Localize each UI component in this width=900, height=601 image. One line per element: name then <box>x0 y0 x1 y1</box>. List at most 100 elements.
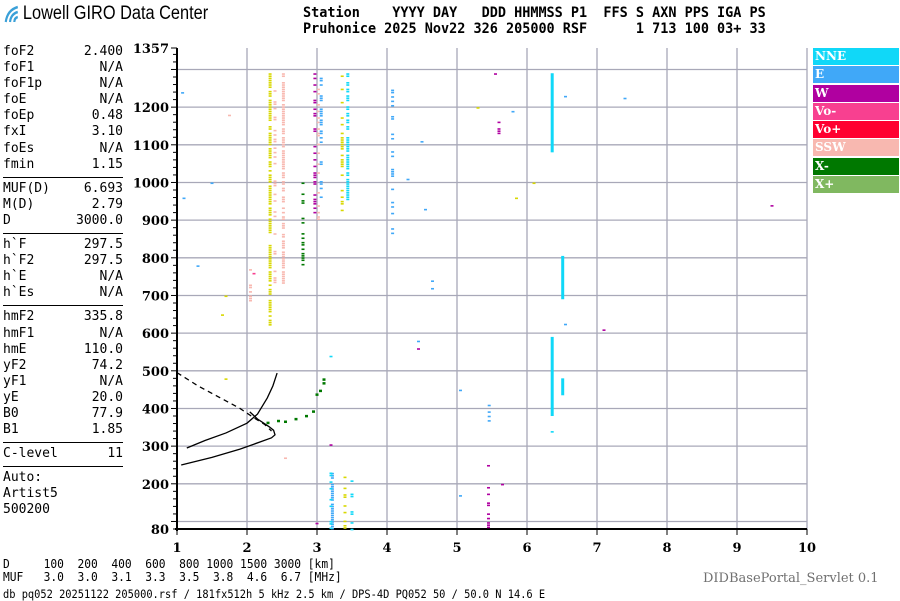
echo-point <box>313 73 317 75</box>
param-value: N/A <box>99 269 123 285</box>
echo-point <box>301 182 305 185</box>
echo-point <box>350 495 354 498</box>
echo-point <box>343 527 347 529</box>
echo-point <box>329 505 333 508</box>
echo-point <box>273 270 277 273</box>
echo-point <box>316 134 320 137</box>
param-value: 20.0 <box>91 389 123 405</box>
echo-point <box>224 295 228 298</box>
echo-point <box>301 200 305 202</box>
echo-point <box>268 170 272 172</box>
echo-point <box>313 152 317 155</box>
echo-point <box>301 202 305 204</box>
echo-point <box>391 91 395 94</box>
echo-point <box>340 132 344 135</box>
file-info: db pq052 20251122 205000.rsf / 181fx512h… <box>3 587 546 601</box>
echo-point <box>329 474 333 477</box>
echo-point <box>343 520 347 523</box>
param-value: 74.2 <box>91 357 123 373</box>
echo-point <box>497 128 501 130</box>
echo-point <box>268 93 272 95</box>
echo-point <box>316 172 320 174</box>
echo-point <box>268 227 272 229</box>
echo-point <box>273 162 277 165</box>
echo-point <box>281 251 285 254</box>
echo-point <box>313 183 317 185</box>
echo-point <box>391 155 395 158</box>
x-tick-label: 6 <box>522 541 531 556</box>
echo-point <box>346 90 350 93</box>
echo-point <box>268 154 272 157</box>
echo-point <box>268 139 272 141</box>
echo-point <box>316 104 320 106</box>
echo-point <box>330 519 334 521</box>
param-row: yF1 N/A <box>3 374 123 390</box>
echo-point <box>268 152 272 155</box>
param-value: 335.8 <box>83 309 123 325</box>
muf-distance-table: D 100 200 400 600 800 1000 1500 3000 [km… <box>3 557 342 584</box>
echo-point <box>268 293 272 295</box>
echo-point <box>487 502 490 504</box>
echo-point <box>281 145 285 148</box>
echo-point <box>268 244 272 247</box>
param-row: hmE 110.0 <box>3 342 123 358</box>
echo-point <box>268 119 272 122</box>
param-name: hmF2 <box>3 309 35 325</box>
echo-point <box>343 524 347 527</box>
echo-point <box>346 119 350 122</box>
echo-point <box>313 99 317 102</box>
echo-point <box>281 172 285 174</box>
station-header: Station YYYY DAY DDD HHMMSS P1 FFS S AXN… <box>303 5 766 37</box>
echo-point <box>391 115 395 118</box>
echo-point <box>268 189 272 192</box>
echo-point <box>249 269 252 271</box>
echo-point <box>268 110 272 113</box>
echo-point <box>268 253 272 256</box>
echo-point <box>273 151 277 154</box>
echo-point <box>346 172 350 174</box>
echo-point <box>281 282 285 284</box>
echo-point <box>329 444 333 446</box>
echo-point <box>391 201 395 204</box>
echo-point <box>281 141 285 144</box>
echo-point <box>268 106 272 108</box>
echo-point <box>319 84 323 86</box>
echo-point <box>268 251 272 254</box>
param-row: yF2 74.2 <box>3 358 123 374</box>
echo-point <box>319 196 323 199</box>
polarization-legend: NNE E W Vo- Vo+ SSW X- X+ <box>813 48 899 194</box>
echo-point <box>268 209 272 212</box>
param-value: 2.79 <box>91 196 123 212</box>
echo-point <box>343 487 347 490</box>
echo-point <box>319 121 323 124</box>
echo-point <box>273 180 277 183</box>
param-value: 297.5 <box>83 253 123 269</box>
muf-row: MUF 3.0 3.0 3.1 3.3 3.5 3.8 4.6 6.7 [MHz… <box>3 568 342 584</box>
echo-point <box>313 198 317 201</box>
echo-point <box>221 314 224 316</box>
echo-point <box>313 112 317 115</box>
echo-point <box>340 189 344 192</box>
param-value: N/A <box>99 285 123 301</box>
echo-point <box>346 75 350 78</box>
echo-point <box>346 181 350 183</box>
echo-point <box>346 185 350 188</box>
servlet-version: DIDBasePortal_Servlet 0.1 <box>703 571 879 586</box>
echo-point <box>268 192 272 194</box>
echo-point <box>532 182 536 185</box>
echo-point <box>268 207 272 210</box>
echo-point <box>301 257 305 259</box>
param-row: h`Es N/A <box>3 285 123 301</box>
echo-point <box>330 516 334 519</box>
param-name: h`Es <box>3 285 35 301</box>
param-value: N/A <box>99 325 123 341</box>
echo-point <box>346 128 350 130</box>
echo-point <box>268 247 272 249</box>
echo-point <box>329 498 333 501</box>
echo-point <box>252 272 256 275</box>
echo-point <box>268 161 272 163</box>
echo-point <box>281 104 285 106</box>
echo-point <box>268 262 272 265</box>
param-name: yF2 <box>3 357 27 373</box>
echo-point <box>330 494 334 497</box>
